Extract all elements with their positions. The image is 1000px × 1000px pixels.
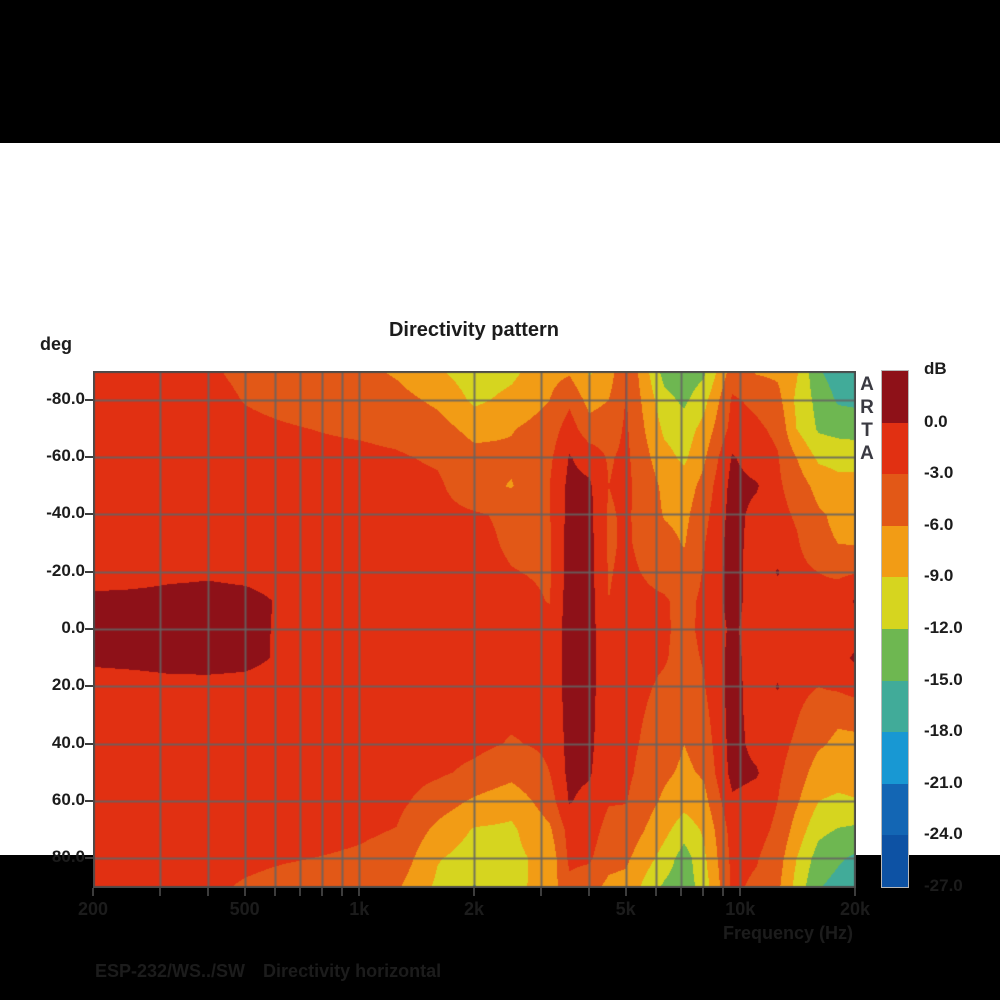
x-tick-mark [159,888,162,896]
y-tick-label: -40.0 [46,503,85,523]
x-tick-label: 10k [725,899,756,919]
y-tick-label: 60.0 [51,790,85,809]
colorbar-segment [882,783,908,836]
measurement-name: Directivity horizontal [263,961,442,981]
x-tick-mark [340,888,343,896]
x-tick-mark [321,888,324,896]
colorbar-tick-label: -27.0 [924,876,963,895]
x-tick-mark [739,888,742,896]
y-tick-label: 80.0 [51,847,85,867]
colorbar-segment [882,474,908,526]
y-tick-label: -80.0 [46,388,85,408]
watermark-letter: A [860,374,874,395]
x-tick-mark [299,888,302,896]
chart-panel: Directivity pattern deg -80.0 -60.0 -40.0 -… [0,143,1000,981]
y-tick-label: 40.0 [51,732,85,752]
x-tick-mark [273,888,276,896]
x-tick-label: 5k [615,899,636,919]
x-tick-mark [654,888,657,896]
x-tick-mark [473,888,475,896]
watermark-letter: R [860,397,874,418]
y-tick-mark [85,742,93,745]
colorbar-tick-label: -15.0 [924,669,963,689]
x-tick-label: 1k [349,899,370,919]
colorbar-tick-label: -3.0 [924,463,954,483]
colorbar-segment [882,577,908,629]
directivity-heatmap-canvas [93,371,856,888]
colorbar-tick-label: -9.0 [924,566,954,586]
y-tick-label: 20.0 [51,675,85,695]
watermark-letter: T [861,420,873,441]
y-tick-label: -60.0 [46,446,85,465]
x-tick-label: 2k [463,899,485,919]
x-tick-mark [680,888,683,896]
chart-title: Directivity pattern [388,319,560,341]
y-tick-mark [85,398,93,401]
x-tick-mark [624,888,627,896]
y-tick-mark [85,513,93,516]
y-tick-mark [85,685,93,688]
y-tick-label: 0.0 [61,618,85,637]
colorbar-tick-label: 0.0 [924,411,948,431]
x-tick-mark [721,888,724,896]
y-tick-mark [85,570,93,573]
colorbar-tick-label: -6.0 [924,514,954,534]
colorbar-segment [882,525,908,578]
y-tick-label: -20.0 [46,560,85,580]
y-tick-mark [85,628,93,630]
heatmap-plot-area: -80.0 -60.0 -40.0 -20.0 0.0 20.0 40.0 60.0 80.0 … [46,371,870,919]
device-name: ESP-232/WS../SW [95,961,246,981]
y-tick-mark [85,857,93,860]
x-tick-label: 200 [77,899,109,919]
y-axis-unit-label: deg [40,334,73,354]
colorbar-segment [882,680,908,733]
colorbar-tick-label: -21.0 [924,772,963,792]
y-tick-mark [85,456,93,458]
colorbar-segment [882,732,908,784]
x-axis-title: Frequency (Hz) [722,923,853,943]
colorbar-tick-label: -18.0 [924,721,963,741]
x-tick-label: 20k [839,899,871,919]
x-tick-mark [206,888,209,896]
measurement-caption: ESP-232/WS../SW Directivity horizontal [95,961,441,982]
x-tick-mark [702,888,705,896]
watermark-letter: A [860,443,874,464]
x-tick-label: 500 [229,899,260,919]
colorbar-unit-label: dB [924,359,947,378]
x-tick-mark [243,888,246,896]
x-tick-mark [854,888,856,896]
colorbar-tick-label: -24.0 [924,824,963,844]
colorbar [881,370,909,888]
colorbar-segment [882,628,908,681]
x-tick-mark [358,888,361,896]
colorbar-segment [882,422,908,475]
y-tick-mark [85,800,93,802]
x-tick-mark [92,888,94,896]
colorbar-segment [882,835,908,887]
x-tick-mark [540,888,543,896]
colorbar-segment [882,371,908,423]
colorbar-tick-label: -12.0 [924,618,963,637]
x-tick-mark [587,888,590,896]
